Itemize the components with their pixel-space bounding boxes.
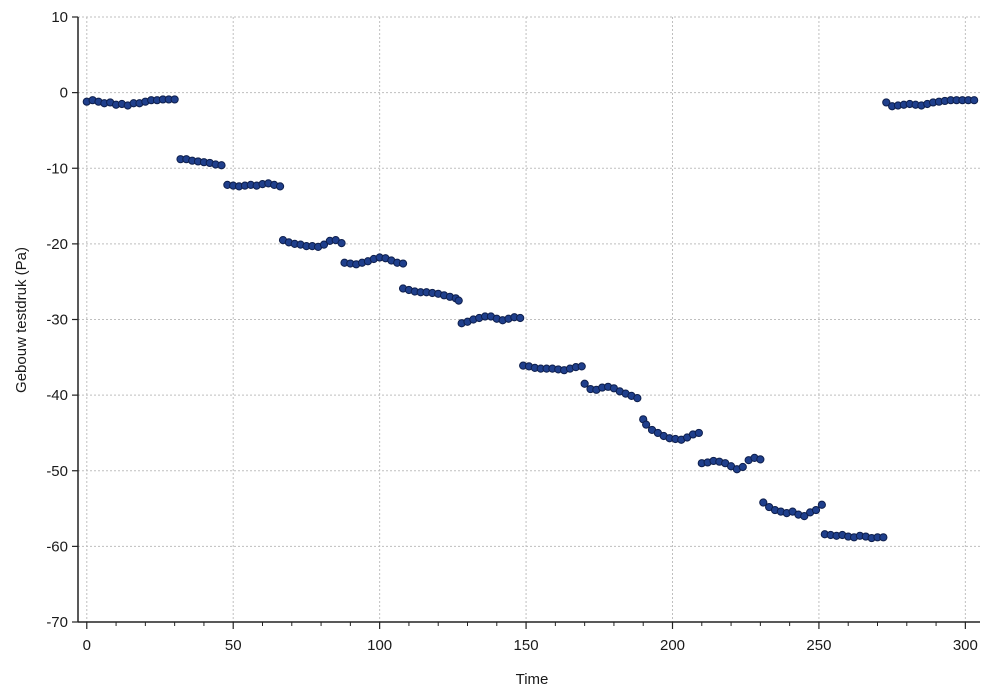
y-tick-label: -40 (46, 387, 68, 404)
x-tick-label: 150 (514, 637, 539, 654)
data-point (516, 313, 525, 323)
data-point (811, 505, 821, 515)
y-tick-label: -60 (46, 538, 68, 555)
data-point (756, 455, 765, 464)
x-tick-label: 200 (660, 637, 685, 654)
y-tick-label: 0 (60, 85, 68, 102)
data-point (633, 394, 642, 403)
tick-labels: 100-10-20-30-40-50-60-700 50 100 150 200 250 3… (46, 9, 978, 654)
data-point (882, 98, 891, 107)
y-tick-label: -50 (46, 463, 68, 480)
axes (72, 16, 980, 629)
data-point (694, 428, 703, 438)
data-point (319, 240, 329, 249)
data-point (580, 379, 589, 388)
x-tick-label: 250 (806, 637, 831, 654)
data-point (217, 161, 226, 170)
y-tick-label: -30 (46, 312, 68, 329)
data-point (970, 96, 979, 105)
data-point (879, 533, 888, 542)
data-point (275, 182, 285, 191)
x-tick-label: 300 (953, 637, 978, 654)
data-point (817, 500, 826, 509)
data-points (82, 95, 979, 543)
data-point (337, 239, 346, 248)
y-tick-label: -10 (46, 160, 68, 177)
y-tick-label: -20 (46, 236, 68, 253)
y-tick-label: -70 (46, 614, 68, 631)
data-point (738, 462, 747, 472)
grid-lines (78, 16, 980, 623)
data-point (170, 95, 179, 104)
data-point (759, 498, 768, 507)
x-tick-label: 0 (83, 637, 91, 654)
x-tick-label: 100 (367, 637, 392, 654)
data-point (398, 259, 408, 268)
y-tick-label: 10 (51, 9, 68, 26)
x-tick-label: 50 (225, 637, 242, 654)
data-point (454, 296, 463, 305)
x-axis-label: Time (516, 671, 549, 688)
y-axis-label: Gebouw testdruk (Pa) (13, 247, 30, 393)
data-point (577, 362, 586, 371)
data-point (800, 512, 809, 521)
data-point (642, 420, 651, 429)
